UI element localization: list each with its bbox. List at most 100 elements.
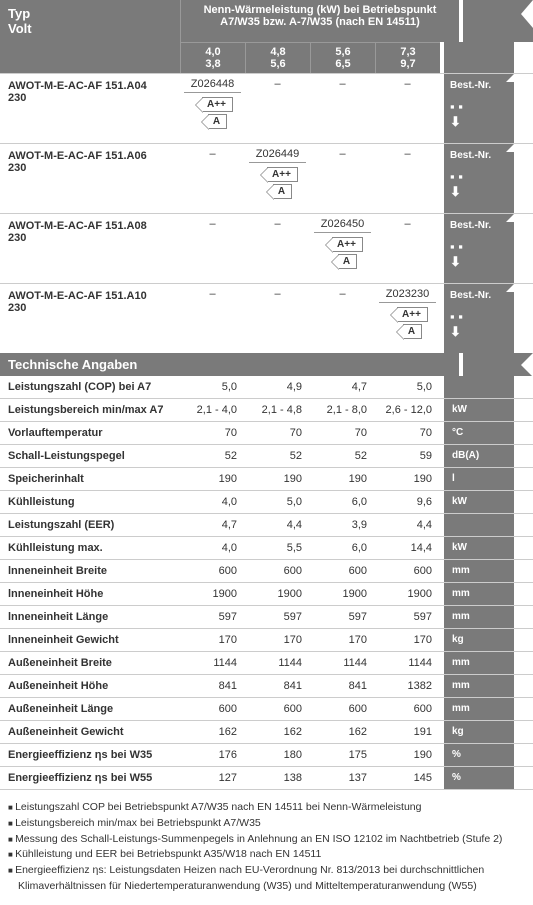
col-header: 7,39,7	[375, 42, 440, 73]
data-cell: 841	[180, 675, 245, 697]
product-name: AWOT-M-E-AC-AF 151.A10230	[0, 284, 180, 353]
data-cell: 841	[245, 675, 310, 697]
table-row: Leistungsbereich min/max A72,1 - 4,02,1 …	[0, 399, 533, 422]
data-cell: 600	[310, 560, 375, 582]
row-label: Außeneinheit Gewicht	[0, 721, 180, 743]
data-cell: 2,1 - 4,8	[245, 399, 310, 421]
row-label: Speicherinhalt	[0, 468, 180, 490]
table-row: lnneneinheit Länge597597597597mm	[0, 606, 533, 629]
unit-cell: dB(A)	[444, 445, 514, 467]
data-cell: 170	[245, 629, 310, 651]
tech-title: Technische Angaben	[0, 353, 180, 376]
header: TypVoltNenn-Wärmeleistung (kW) bei Betri…	[0, 0, 533, 42]
data-cell: 70	[310, 422, 375, 444]
data-cell: 4,7	[180, 514, 245, 536]
data-cell: 190	[245, 468, 310, 490]
product-name: AWOT-M-E-AC-AF 151.A04230	[0, 74, 180, 143]
data-cell: 600	[375, 698, 440, 720]
data-cell: 176	[180, 744, 245, 766]
data-cell: 162	[180, 721, 245, 743]
table-row: lnneneinheit Breite600600600600mm	[0, 560, 533, 583]
unit-cell	[444, 376, 514, 398]
data-cell: 52	[245, 445, 310, 467]
best-icons: ▪ ▪⬇	[450, 169, 508, 200]
data-cell: 4,0	[180, 491, 245, 513]
footnote: Kühlleistung und EER bei Betriebspunkt A…	[8, 847, 525, 863]
row-label: Außeneinheit Höhe	[0, 675, 180, 697]
product-cell: Z026448A++A	[180, 74, 245, 143]
row-label: Außeneinheit Länge	[0, 698, 180, 720]
data-cell: 4,4	[245, 514, 310, 536]
data-cell: 600	[375, 560, 440, 582]
row-label: Energieeffizienz ηs bei W35	[0, 744, 180, 766]
row-label: lnneneinheit Gewicht	[0, 629, 180, 651]
data-cell: 190	[375, 468, 440, 490]
table-row: Energieeffizienz ηs bei W55127138137145%	[0, 767, 533, 790]
row-label: Kühlleistung max.	[0, 537, 180, 559]
col-header: 4,85,6	[245, 42, 310, 73]
typ-header: TypVolt	[0, 0, 180, 42]
data-cell: 170	[310, 629, 375, 651]
row-label: Leistungszahl (COP) bei A7	[0, 376, 180, 398]
data-cell: 170	[180, 629, 245, 651]
table-row: Schall-Leistungspegel52525259dB(A)	[0, 445, 533, 468]
table-row: Außeneinheit Höhe8418418411382mm	[0, 675, 533, 698]
table-row: Leistungszahl (EER)4,74,43,94,4	[0, 514, 533, 537]
data-cell: 190	[310, 468, 375, 490]
data-cell: 190	[180, 468, 245, 490]
data-cell: 597	[245, 606, 310, 628]
product-cell: –	[245, 74, 310, 143]
unit-cell: kW	[444, 537, 514, 559]
unit-cell: mm	[444, 652, 514, 674]
product-cell: Z023230A++A	[375, 284, 440, 353]
energy-label: A	[273, 184, 292, 199]
table-row: Außeneinheit Gewicht162162162191kg	[0, 721, 533, 744]
unit-cell: %	[444, 744, 514, 766]
volt-label: Volt	[8, 21, 172, 36]
best-icons: ▪ ▪⬇	[450, 239, 508, 270]
header-arrow	[463, 0, 533, 42]
table-row: Außeneinheit Länge600600600600mm	[0, 698, 533, 721]
data-cell: 170	[375, 629, 440, 651]
data-cell: 5,0	[245, 491, 310, 513]
data-cell: 162	[245, 721, 310, 743]
data-cell: 600	[245, 560, 310, 582]
product-row: AWOT-M-E-AC-AF 151.A04230Z026448A++A–––B…	[0, 73, 533, 143]
best-nr-cell: Best.-Nr.▪ ▪⬇	[444, 214, 514, 283]
row-label: Leistungszahl (EER)	[0, 514, 180, 536]
data-cell: 127	[180, 767, 245, 789]
data-cell: 841	[310, 675, 375, 697]
table-row: Leistungszahl (COP) bei A75,04,94,75,0	[0, 376, 533, 399]
unit-cell: l	[444, 468, 514, 490]
data-cell: 175	[310, 744, 375, 766]
product-cell: –	[180, 144, 245, 213]
table-row: lnneneinheit Höhe1900190019001900mm	[0, 583, 533, 606]
data-cell: 600	[310, 698, 375, 720]
row-label: lnneneinheit Höhe	[0, 583, 180, 605]
data-cell: 1900	[310, 583, 375, 605]
data-cell: 2,6 - 12,0	[375, 399, 440, 421]
energy-label: A	[403, 324, 422, 339]
unit-cell: mm	[444, 698, 514, 720]
product-row: AWOT-M-E-AC-AF 151.A06230–Z026449A++A––B…	[0, 143, 533, 213]
product-row: AWOT-M-E-AC-AF 151.A08230––Z026450A++A–B…	[0, 213, 533, 283]
data-cell: 191	[375, 721, 440, 743]
data-cell: 1144	[310, 652, 375, 674]
table-row: lnneneinheit Gewicht170170170170kg	[0, 629, 533, 652]
best-nr-cell: Best.-Nr.▪ ▪⬇	[444, 144, 514, 213]
data-cell: 600	[180, 698, 245, 720]
tech-header: Technische Angaben	[0, 353, 533, 376]
unit-cell: kg	[444, 721, 514, 743]
product-cell: –	[180, 214, 245, 283]
unit-cell: mm	[444, 606, 514, 628]
nenn-header: Nenn-Wärmeleistung (kW) bei Betriebspunk…	[180, 0, 459, 42]
table-row: Speicherinhalt190190190190l	[0, 468, 533, 491]
footnotes: Leistungszahl COP bei Betriebspunkt A7/W…	[0, 790, 533, 905]
product-cell: Z026449A++A	[245, 144, 310, 213]
footnote: Energieeffizienz ηs: Leistungsdaten Heiz…	[8, 863, 525, 895]
typ-label: Typ	[8, 6, 172, 21]
data-cell: 597	[180, 606, 245, 628]
product-cell: –	[375, 214, 440, 283]
unit-cell: kW	[444, 491, 514, 513]
table-row: Kühlleistung4,05,06,09,6kW	[0, 491, 533, 514]
